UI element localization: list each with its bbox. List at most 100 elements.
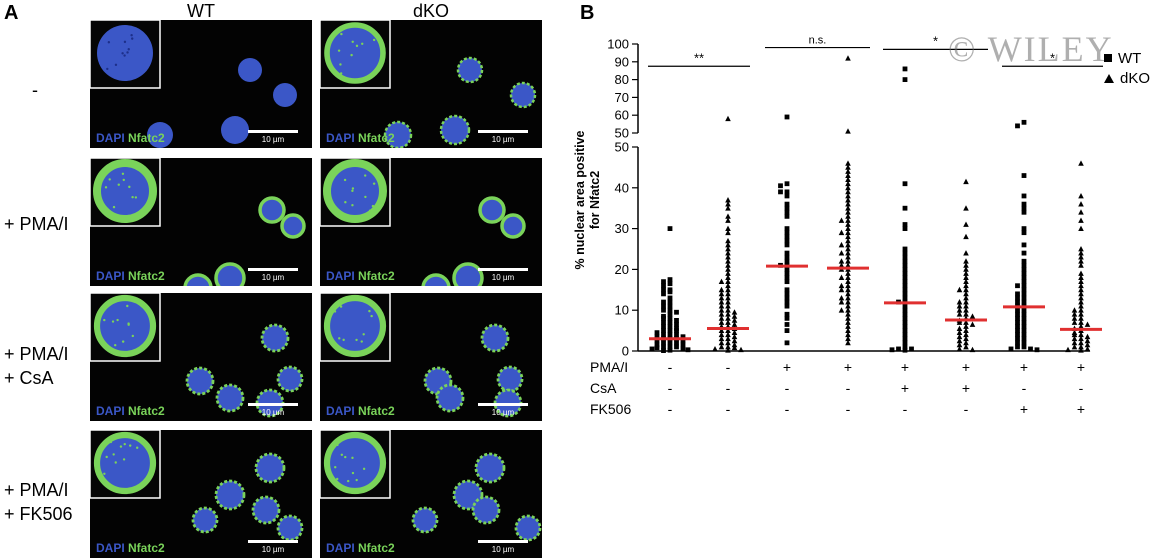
inset-nucleus <box>324 22 386 84</box>
wt-data-point <box>778 189 783 195</box>
nfatc2-speckle <box>355 44 359 48</box>
wt-data-point <box>784 181 790 187</box>
dko-data-point <box>725 319 731 325</box>
condition-value: - <box>964 401 969 417</box>
dko-data-point <box>725 282 731 289</box>
nfatc2-speckle <box>372 71 375 74</box>
wt-data-point <box>1021 201 1027 207</box>
nfatc2-label: Nfatc2 <box>128 269 165 283</box>
wt-data-point <box>661 315 666 321</box>
wt-data-point <box>784 205 790 211</box>
cell-nucleus <box>260 323 290 353</box>
wt-data-point <box>1015 332 1020 338</box>
nfatc2-speckle <box>361 42 364 45</box>
dko-data-point <box>956 299 963 305</box>
wt-data-point <box>1015 299 1020 305</box>
dko-data-point <box>963 178 969 185</box>
dko-data-point <box>1071 343 1078 350</box>
dko-data-point <box>712 345 718 352</box>
wt-data-point <box>1021 173 1027 178</box>
wiley-watermark: © WILEY <box>948 29 1114 69</box>
dko-data-point <box>845 339 851 346</box>
wt-data-point <box>896 346 901 352</box>
cell-nucleus <box>411 506 439 534</box>
dko-data-point <box>731 317 738 323</box>
dko-data-point <box>725 335 731 342</box>
wt-data-point <box>1015 336 1020 342</box>
dko-data-point <box>718 286 725 293</box>
dko-data-point <box>1078 303 1084 309</box>
dko-data-point <box>731 333 738 340</box>
row-label-pma-i-csa: + PMA/I + CsA <box>4 344 69 388</box>
dko-data-point <box>725 246 731 252</box>
wt-data-point <box>784 295 790 301</box>
condition-value: - <box>726 359 731 375</box>
y-tick-label: 60 <box>615 108 629 123</box>
wt-data-point <box>674 322 679 327</box>
dapi-label: DAPI <box>326 131 355 145</box>
wt-data-point <box>667 277 673 282</box>
wt-data-point <box>778 183 783 189</box>
wt-data-point <box>1021 242 1027 248</box>
dko-data-point <box>956 329 963 336</box>
legend-square-icon <box>1104 54 1112 62</box>
wt-data-point <box>1034 347 1040 353</box>
dko-data-point <box>838 294 845 301</box>
nfatc2-speckle <box>106 345 109 348</box>
dko-data-point <box>1078 286 1084 293</box>
wt-data-point <box>661 332 666 338</box>
nfatc2-speckle <box>116 318 119 322</box>
condition-label: PMA/I <box>590 359 628 375</box>
cell-nucleus <box>251 495 281 525</box>
nfatc2-speckle <box>350 53 353 57</box>
significance-label: * <box>1050 50 1055 65</box>
dko-data-point <box>1078 294 1084 301</box>
stain-label: DAPI Nfatc2 <box>326 269 395 283</box>
dko-data-point <box>845 188 851 195</box>
dko-data-point <box>1078 217 1084 223</box>
nfatc2-speckle <box>362 333 365 336</box>
condition-value: + <box>901 359 909 375</box>
legend-wt-label: WT <box>1118 50 1142 67</box>
dko-data-point <box>956 333 963 340</box>
cell-nucleus <box>456 56 484 84</box>
dko-data-point <box>845 311 851 317</box>
condition-value: + <box>1020 359 1028 375</box>
nfatc2-speckle <box>343 178 347 182</box>
y-tick-label: 30 <box>615 221 629 236</box>
dko-data-point <box>845 286 851 293</box>
cell-nucleus <box>273 83 297 107</box>
nfatc2-speckle <box>351 204 354 207</box>
dko-data-point <box>963 299 969 305</box>
dko-data-point <box>963 221 969 227</box>
nfatc2-speckle <box>351 456 354 460</box>
wt-data-point <box>784 287 790 293</box>
dko-data-point <box>963 335 969 342</box>
dko-data-point <box>718 315 725 321</box>
dko-data-point <box>845 290 851 297</box>
dko-data-point <box>1078 250 1084 256</box>
dko-data-point <box>963 282 969 289</box>
wt-data-point <box>1021 328 1027 333</box>
condition-value: - <box>1079 380 1084 396</box>
dko-data-point <box>731 313 738 319</box>
wt-data-point <box>1021 262 1027 268</box>
wt-data-point <box>784 230 790 236</box>
dko-data-point <box>845 172 851 178</box>
stain-label: DAPI Nfatc2 <box>96 541 165 555</box>
wt-data-point <box>1015 291 1020 297</box>
wt-data-point <box>902 77 908 82</box>
condition-value: - <box>726 380 731 396</box>
y-axis-label: % nuclear area positive <box>573 130 587 269</box>
wt-data-point <box>902 311 908 317</box>
dko-data-point <box>838 262 845 268</box>
dko-data-point <box>845 176 851 183</box>
dko-data-point <box>845 335 851 342</box>
wt-data-point <box>680 346 686 352</box>
dko-data-point <box>1071 331 1078 338</box>
dko-data-point <box>725 327 731 333</box>
nfatc2-speckle <box>364 174 367 177</box>
dko-data-point <box>845 225 851 231</box>
dko-data-point <box>1071 311 1078 317</box>
dko-data-point <box>1084 321 1091 327</box>
